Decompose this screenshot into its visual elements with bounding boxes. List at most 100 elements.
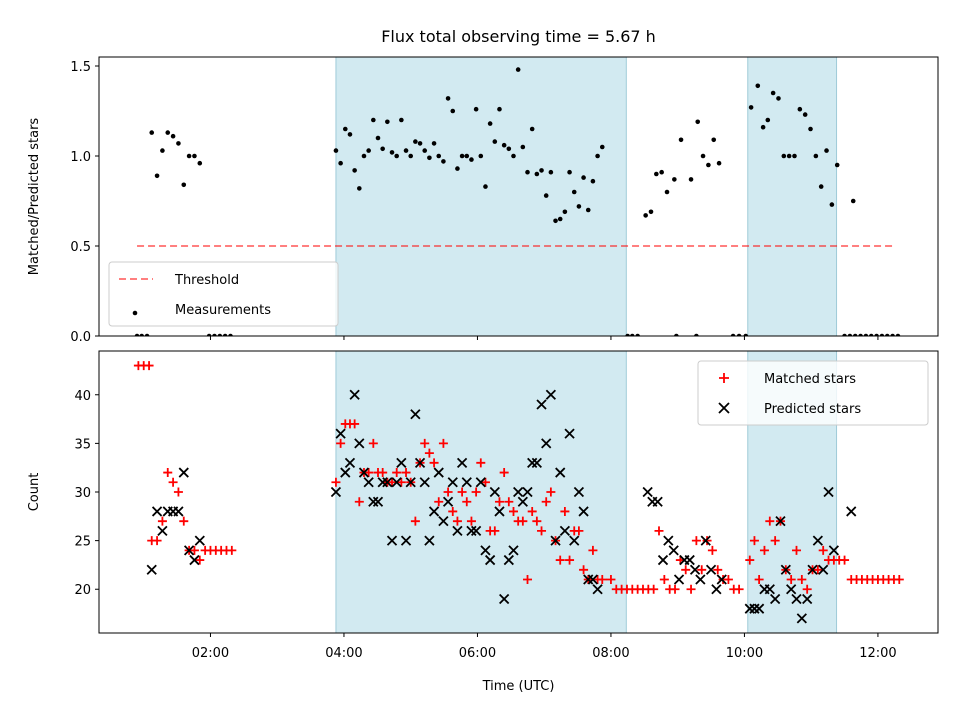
measurement-point: [165, 130, 171, 135]
predicted-star-point: [522, 486, 533, 498]
measurement-point: [399, 117, 404, 123]
predicted-star-point: [340, 467, 351, 478]
predicted-star-point: [391, 477, 402, 488]
measurement-point: [858, 333, 863, 336]
y-axis-label: Count: [27, 473, 42, 512]
measurement-point: [342, 126, 348, 132]
predicted-star-point: [349, 389, 360, 400]
measurement-point: [497, 106, 502, 112]
predicted-star-point: [438, 516, 449, 527]
measurement-point: [417, 141, 423, 146]
matched-star-point: [420, 438, 430, 448]
predicted-star-point: [503, 554, 514, 566]
matched-star-point: [508, 506, 518, 516]
measurement-point: [469, 157, 474, 162]
predicted-star-point: [517, 496, 528, 507]
predicted-star-point: [770, 593, 781, 605]
matched-star-point: [392, 468, 402, 478]
predicted-star-point: [382, 477, 393, 488]
observing-interval-shade: [335, 350, 627, 634]
predicted-star-point: [807, 564, 818, 575]
predicted-star-point: [846, 506, 857, 517]
predicted-star-point: [695, 574, 706, 585]
legend-label: Measurements: [175, 303, 271, 318]
matched-star-point: [791, 545, 801, 555]
measurement-point: [403, 148, 409, 153]
measurement-point: [520, 144, 526, 150]
matched-star-point: [574, 526, 584, 536]
matched-star-point: [786, 575, 796, 585]
matched-star-point: [802, 584, 812, 594]
ratio-panel: 0.0 0.5 1.0 1.5 Matched/Predicted stars Thres…: [27, 56, 939, 345]
measurement-point: [595, 153, 600, 159]
matched-star-point: [749, 536, 759, 546]
matched-star-point: [532, 516, 542, 526]
measurement-point: [730, 333, 736, 336]
measurement-point: [501, 142, 507, 148]
legend-predicted-swatch: [718, 402, 730, 414]
predicted-star-point: [642, 486, 653, 498]
predicted-star-point: [494, 506, 505, 517]
measurement-point: [850, 198, 856, 204]
legend-measurement-swatch: [132, 310, 138, 316]
measurement-point: [515, 67, 521, 72]
measurement-point: [483, 184, 488, 189]
matched-star-point: [840, 555, 850, 565]
predicted-star-point: [578, 506, 589, 517]
y-tick-label: 0.5: [70, 240, 91, 255]
measurement-point: [879, 333, 885, 336]
measurement-point: [492, 139, 498, 144]
matched-star-point: [387, 477, 397, 487]
predicted-star-point: [700, 535, 711, 546]
predicted-star-point: [802, 593, 813, 605]
y-tick-label: 40: [74, 389, 91, 404]
matched-star-point: [649, 584, 659, 594]
predicted-star-point: [157, 525, 168, 537]
matched-star-point: [152, 536, 162, 546]
matched-star-point: [189, 545, 199, 555]
matched-star-point: [410, 516, 420, 526]
predicted-star-point: [368, 496, 379, 507]
legend-box: [697, 360, 929, 426]
measurement-point: [694, 333, 699, 336]
matched-star-point: [606, 575, 616, 585]
predicted-star-point: [705, 564, 717, 575]
measurement-point: [711, 137, 717, 143]
predicted-star-point: [818, 564, 829, 575]
predicted-star-point: [823, 486, 834, 498]
measurement-point: [176, 141, 181, 146]
matched-star-point: [434, 497, 444, 507]
predicted-star-point: [673, 574, 685, 585]
legend-label: Predicted stars: [764, 402, 861, 417]
matched-star-point: [195, 555, 205, 565]
axes-frame: [98, 56, 939, 337]
predicted-star-point: [663, 535, 674, 546]
measurement-point: [154, 173, 160, 179]
predicted-star-point: [668, 545, 679, 556]
matched-star-point: [368, 438, 378, 448]
predicted-star-point: [424, 535, 435, 546]
measurement-point: [450, 108, 456, 114]
measurement-point: [890, 333, 895, 336]
matched-star-point: [518, 516, 528, 526]
predicted-star-point: [716, 574, 727, 585]
predicted-star-point: [466, 525, 477, 537]
measurement-point: [534, 171, 540, 177]
matched-star-point: [754, 575, 764, 585]
measurement-point: [576, 204, 582, 209]
legend-label: Matched stars: [764, 372, 856, 387]
predicted-star-point: [545, 389, 557, 400]
predicted-star-point: [828, 545, 840, 556]
measurement-point: [765, 117, 771, 123]
measurement-point: [678, 137, 684, 143]
legend-label: Threshold: [174, 273, 239, 288]
matched-star-point: [227, 545, 237, 555]
measurement-point: [134, 333, 140, 336]
measurement-point: [786, 153, 792, 159]
measurement-point: [818, 184, 824, 189]
measurement-point: [659, 169, 664, 175]
predicted-star-point: [363, 477, 374, 488]
x-tick-label: 06:00: [459, 646, 496, 661]
matched-star-point: [759, 545, 769, 555]
predicted-star-point: [786, 584, 797, 595]
